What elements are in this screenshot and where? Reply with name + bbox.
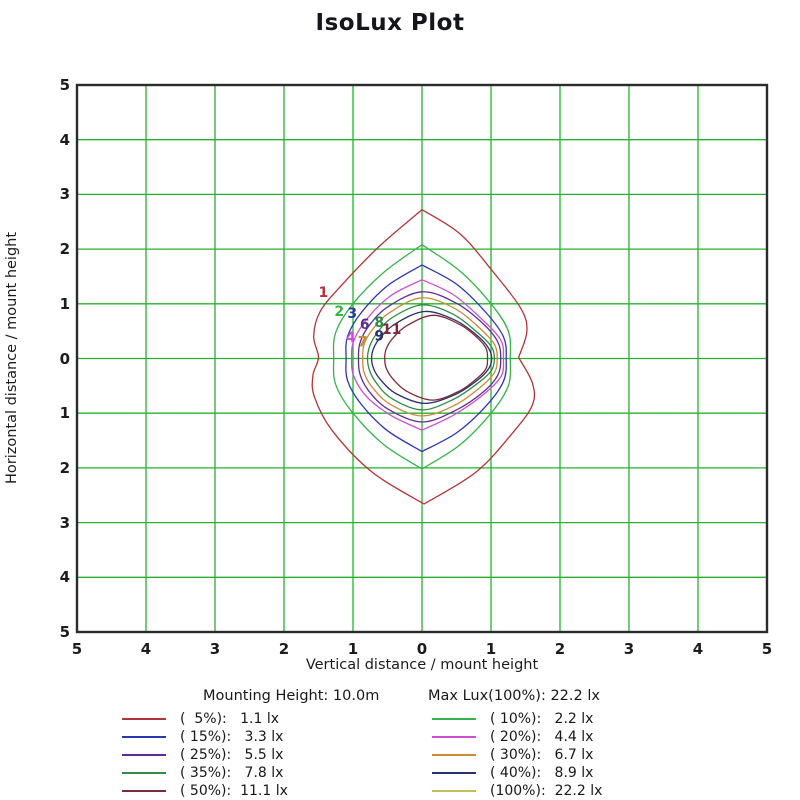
legend-line-swatch — [122, 772, 166, 774]
page-title: IsoLux Plot — [315, 10, 465, 36]
contour-line-50pct — [384, 314, 489, 401]
x-tick-label: 2 — [554, 640, 566, 658]
x-tick-label: 5 — [761, 640, 773, 658]
contour-line-40pct — [370, 310, 493, 405]
legend-entry-label: ( 30%): 6.7 lx — [490, 747, 594, 763]
legend-line-swatch — [432, 718, 476, 720]
x-tick-label: 3 — [623, 640, 635, 658]
y-tick-label: 2 — [59, 458, 70, 477]
contour-label-25pct: 6 — [360, 317, 370, 333]
contour-line-10pct — [332, 243, 512, 470]
legend-max-lux: Max Lux(100%): 22.2 lx — [428, 688, 600, 704]
legend-line-swatch — [432, 772, 476, 774]
legend-entry-5pct: ( 5%): 1.1 lx — [122, 710, 279, 728]
legend-entry-label: ( 5%): 1.1 lx — [180, 711, 279, 727]
legend-entry-40pct: ( 40%): 8.9 lx — [432, 764, 593, 782]
legend-entry-label: ( 35%): 7.8 lx — [180, 765, 284, 781]
legend-entry-20pct: ( 20%): 4.4 lx — [432, 728, 593, 746]
legend-entry-15pct: ( 15%): 3.3 lx — [122, 728, 283, 746]
x-tick-label: 1 — [485, 640, 497, 658]
legend-entry-label: ( 40%): 8.9 lx — [490, 765, 594, 781]
legend-entry-35pct: ( 35%): 7.8 lx — [122, 764, 283, 782]
legend-entry-label: ( 25%): 5.5 lx — [180, 747, 284, 763]
legend-entry-label: ( 10%): 2.2 lx — [490, 711, 594, 727]
contour-label-50pct: 11 — [382, 322, 401, 338]
y-tick-label: 1 — [59, 294, 70, 313]
contour-line-35pct — [366, 304, 496, 411]
contour-line-30pct — [362, 297, 498, 417]
contour-label-40pct: 9 — [374, 328, 384, 344]
y-tick-label: 4 — [59, 130, 70, 149]
legend-line-swatch — [122, 736, 166, 738]
legend-entry-10pct: ( 10%): 2.2 lx — [432, 710, 593, 728]
contour-line-25pct — [357, 291, 502, 423]
contour-line-5pct — [311, 208, 536, 505]
y-tick-label: 1 — [59, 404, 70, 423]
legend-line-swatch — [432, 754, 476, 756]
x-axis-title: Vertical distance / mount height — [305, 657, 539, 673]
legend-row: ( 5%): 1.1 lx ( 10%): 2.2 lx — [0, 710, 800, 728]
legend-entry-label: ( 15%): 3.3 lx — [180, 729, 284, 745]
contour-label-15pct: 3 — [347, 306, 357, 322]
x-tick-label: 5 — [71, 640, 83, 658]
legend-entry-label: ( 20%): 4.4 lx — [490, 729, 594, 745]
legend-entry-25pct: ( 25%): 5.5 lx — [122, 746, 283, 764]
contour-label-20pct: 4 — [346, 330, 356, 346]
y-tick-label: 3 — [59, 185, 70, 204]
y-tick-label: 3 — [59, 513, 70, 532]
legend-line-swatch — [122, 790, 166, 792]
contour-label-5pct: 1 — [318, 285, 328, 301]
legend-line-swatch — [122, 718, 166, 720]
legend-line-swatch — [122, 754, 166, 756]
legend-row: ( 50%): 11.1 lx (100%): 22.2 lx — [0, 782, 800, 800]
contour-label-30pct: 7 — [358, 334, 368, 350]
y-tick-label: 0 — [59, 349, 70, 368]
y-tick-label: 4 — [59, 568, 70, 587]
contour-line-15pct — [345, 264, 507, 453]
x-tick-label: 4 — [692, 640, 704, 658]
x-tick-label: 1 — [347, 640, 359, 658]
legend-row: ( 15%): 3.3 lx ( 20%): 4.4 lx — [0, 728, 800, 746]
legend-line-swatch — [432, 736, 476, 738]
y-tick-label: 5 — [59, 76, 70, 94]
contour-label-10pct: 2 — [334, 304, 344, 320]
legend-row: ( 35%): 7.8 lx ( 40%): 8.9 lx — [0, 764, 800, 782]
y-tick-label: 5 — [59, 623, 70, 641]
x-tick-label: 2 — [278, 640, 290, 658]
legend-entry-100pct: (100%): 22.2 lx — [432, 782, 602, 800]
legend-entry-50pct: ( 50%): 11.1 lx — [122, 782, 288, 800]
y-axis-title: Horizontal distance / mount height — [4, 231, 20, 485]
legend-row: ( 25%): 5.5 lx ( 30%): 6.7 lx — [0, 746, 800, 764]
legend-mounting-height: Mounting Height: 10.0m — [203, 688, 380, 704]
y-tick-label: 2 — [59, 240, 70, 259]
contour-line-20pct — [350, 278, 505, 431]
legend-entry-label: ( 50%): 11.1 lx — [180, 783, 288, 799]
legend-entry-30pct: ( 30%): 6.7 lx — [432, 746, 593, 764]
x-tick-label: 4 — [140, 640, 152, 658]
x-tick-label: 3 — [209, 640, 221, 658]
plot-border — [75, 83, 769, 634]
contour-label-35pct: 8 — [374, 315, 384, 331]
x-tick-label: 0 — [416, 640, 428, 658]
legend-line-swatch — [432, 790, 476, 792]
legend-entry-label: (100%): 22.2 lx — [490, 783, 603, 799]
